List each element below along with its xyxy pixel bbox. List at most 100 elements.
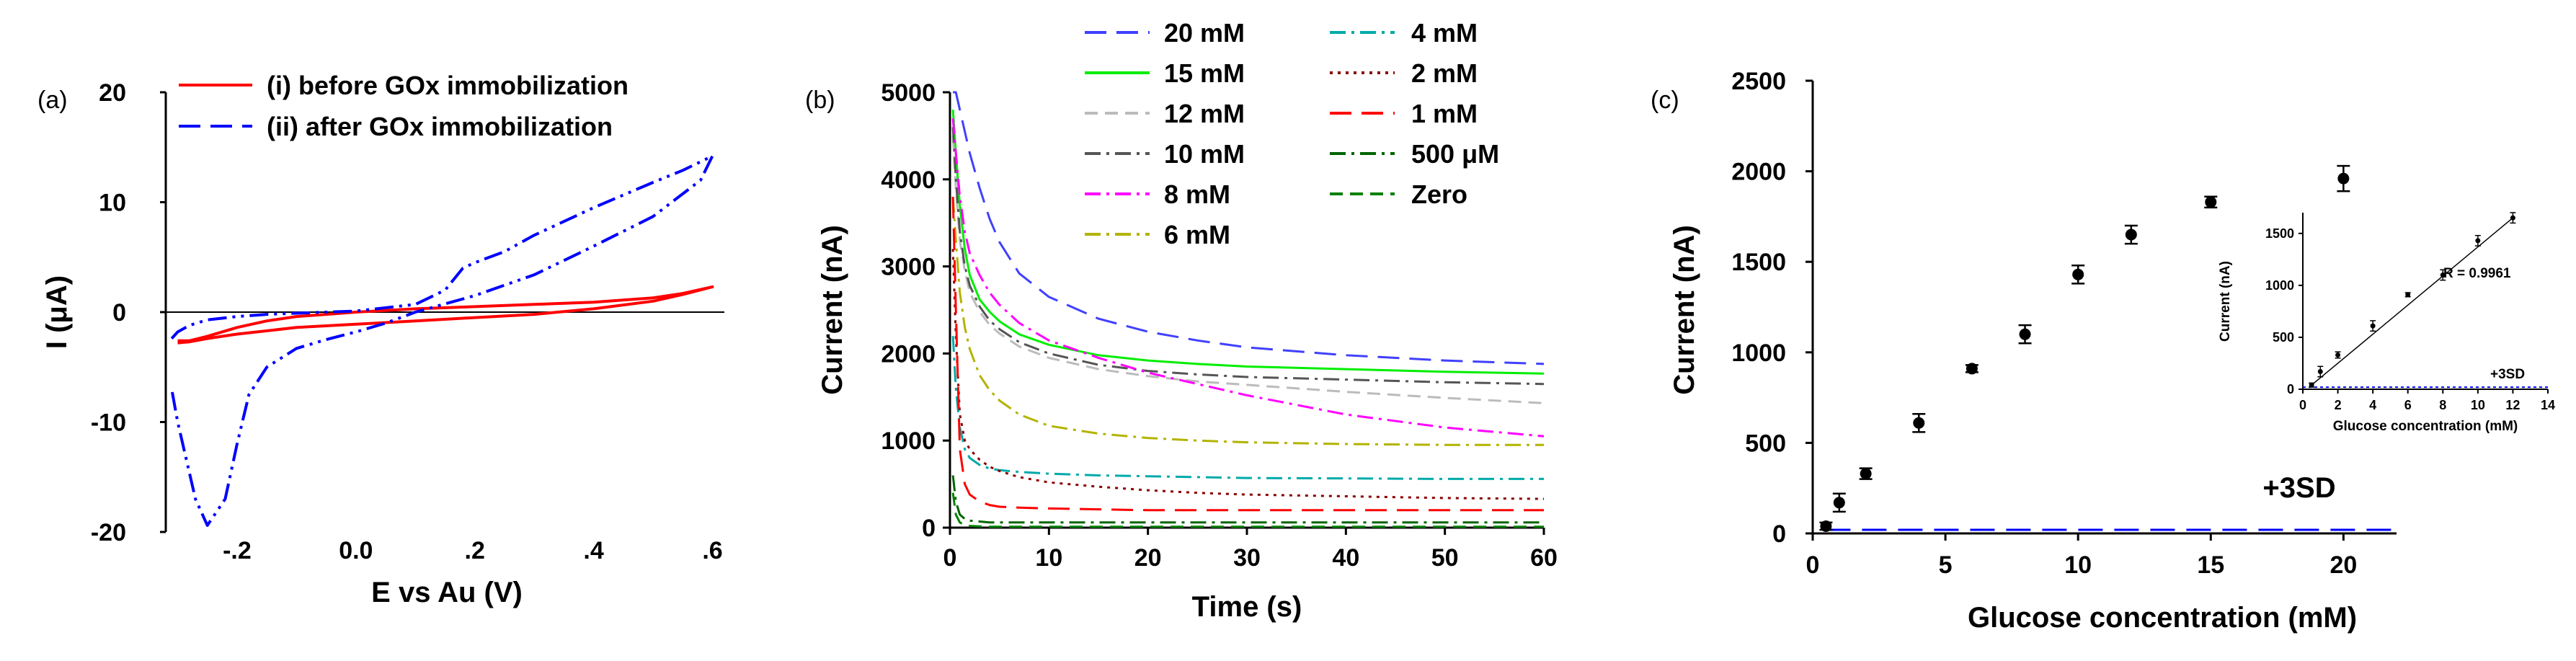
panel-b-legend-label-10-mm: 10 mM bbox=[1164, 139, 1245, 169]
panel-a-legend: (i) before GOx immobilization (ii) after… bbox=[179, 71, 629, 141]
panel-a-y-tick-label: -10 bbox=[91, 409, 126, 437]
inset-x-tick-label: 12 bbox=[2505, 398, 2520, 412]
panel-b-y-ticks: 0 1000 2000 3000 4000 5000 bbox=[881, 79, 950, 542]
inset-reference-label: +3SD bbox=[2490, 367, 2525, 382]
panel-a-y-ticks: -20 -10 0 10 20 bbox=[91, 79, 166, 546]
panel-b-series-line-4-mm bbox=[951, 336, 1544, 480]
panel-b-legend-label-4-mm: 4 mM bbox=[1411, 18, 1478, 48]
panel-b-series-line-6-mm bbox=[951, 196, 1544, 446]
inset-data-point bbox=[2405, 292, 2411, 298]
panel-c-y-tick-label: 2500 bbox=[1731, 68, 1786, 95]
panel-b-x-tick-label: 0 bbox=[943, 544, 957, 572]
panel-a-x-ticks: -.2 0.0 .2 .4 .6 bbox=[223, 537, 723, 564]
inset-data-point bbox=[2309, 382, 2314, 388]
panel-c-y-tick-label: 1500 bbox=[1731, 249, 1786, 276]
inset-y-tick-label: 0 bbox=[2287, 382, 2294, 396]
panel-c-y-axis-label: Current (nA) bbox=[1669, 225, 1700, 395]
inset-y-tick-label: 500 bbox=[2273, 330, 2294, 345]
panel-c-x-tick-label: 15 bbox=[2197, 551, 2224, 579]
panel-c-x-tick-label: 20 bbox=[2329, 551, 2357, 579]
panel-c-x-axis-label: Glucose concentration (mM) bbox=[1968, 602, 2357, 634]
panel-b-series bbox=[951, 91, 1545, 528]
panel-c-y-tick-label: 1000 bbox=[1731, 340, 1786, 367]
panel-b-y-tick-label: 5000 bbox=[881, 79, 936, 107]
panel-c-data-point bbox=[1860, 468, 1872, 480]
inset-data-point bbox=[2335, 352, 2341, 358]
panel-a-series bbox=[170, 154, 714, 527]
panel-b-legend-label-8-mm: 8 mM bbox=[1164, 179, 1230, 209]
panel-b-series-line-15-mm bbox=[951, 110, 1545, 375]
panel-a-series-line-i bbox=[177, 285, 714, 345]
inset-data-point bbox=[2317, 369, 2323, 374]
inset-data-point bbox=[2370, 323, 2376, 329]
inset-y-tick-label: 1000 bbox=[2265, 278, 2294, 293]
panel-b-series-line-8-mm bbox=[951, 118, 1545, 438]
panel-c-data-point bbox=[2337, 172, 2350, 185]
panel-b-legend-label-2-mm: 2 mM bbox=[1411, 58, 1478, 88]
panel-b-series-line-2-mm bbox=[951, 249, 1545, 500]
panel-a-x-tick-label: .4 bbox=[583, 537, 603, 564]
panel-a-x-tick-label: .2 bbox=[465, 537, 485, 564]
panel-c-reference-label: +3SD bbox=[2262, 472, 2335, 504]
panel-b-y-tick-label: 1000 bbox=[881, 427, 936, 455]
panel-b-x-tick-label: 10 bbox=[1035, 544, 1062, 572]
panel-c-x-tick-label: 5 bbox=[1939, 551, 1953, 579]
inset-data-point bbox=[2475, 238, 2481, 244]
panel-c-x-ticks: 0 5 10 15 20 bbox=[1806, 533, 2357, 579]
panel-b-series-line-20-mm bbox=[953, 91, 1545, 365]
inset-x-tick-label: 10 bbox=[2471, 398, 2485, 412]
panel-a-legend-label-ii: (ii) after GOx immobilization bbox=[267, 112, 613, 141]
panel-a-legend-label-i: (i) before GOx immobilization bbox=[267, 71, 629, 100]
inset-x-axis-label: Glucose concentration (mM) bbox=[2333, 419, 2518, 434]
panel-a-y-tick-label: 0 bbox=[112, 299, 126, 327]
panel-b-x-tick-label: 50 bbox=[1431, 544, 1459, 572]
inset-data-point bbox=[2440, 272, 2446, 278]
panel-b-legend-label-zero: Zero bbox=[1411, 179, 1467, 209]
panel-b-y-tick-label: 3000 bbox=[881, 254, 936, 281]
inset-x-tick-label: 2 bbox=[2335, 398, 2342, 412]
panel-b-series-line-1-mm bbox=[951, 196, 1544, 512]
panel-c-y-ticks: 0 500 1000 1500 2000 2500 bbox=[1731, 68, 1813, 548]
panel-b-label: (b) bbox=[805, 86, 835, 114]
panel-c-data-point bbox=[1966, 363, 1978, 375]
inset-x-tick-label: 14 bbox=[2541, 398, 2555, 412]
panel-b-x-tick-label: 40 bbox=[1332, 544, 1359, 572]
panel-c-data-point bbox=[2072, 268, 2084, 280]
panel-c-x-tick-label: 10 bbox=[2064, 551, 2092, 579]
panel-b-x-tick-label: 60 bbox=[1530, 544, 1558, 572]
panel-c-data-point bbox=[2019, 328, 2031, 340]
panel-b-legend-label-15-mm: 15 mM bbox=[1164, 58, 1245, 88]
panel-c-data-point bbox=[2125, 229, 2137, 241]
panel-a-y-axis-label: I (μA) bbox=[41, 275, 73, 349]
panel-c-data-point bbox=[2205, 196, 2217, 208]
inset-data-points bbox=[2309, 212, 2516, 388]
panel-b-series-line-10-mm bbox=[951, 127, 1545, 386]
inset-fit-line-path bbox=[2311, 217, 2513, 386]
panel-a-series-line-ii bbox=[170, 154, 714, 527]
inset-annotation: R = 0.9961 bbox=[2443, 266, 2511, 281]
panel-b-y-tick-label: 0 bbox=[922, 515, 936, 542]
inset-y-tick-label: 1500 bbox=[2265, 226, 2294, 241]
inset-x-tick-label: 0 bbox=[2299, 398, 2306, 412]
inset-x-tick-label: 6 bbox=[2404, 398, 2412, 412]
panel-a-y-tick-label: 10 bbox=[99, 190, 126, 217]
panel-b-legend-label-20-mm: 20 mM bbox=[1164, 18, 1245, 48]
panel-b-series-line-12-mm bbox=[951, 136, 1545, 404]
panel-c-x-tick-label: 0 bbox=[1806, 551, 1820, 579]
panel-a-x-tick-label: -.2 bbox=[223, 537, 252, 564]
panel-b-amperometric-response: (b) 0 10 20 30 40 50 60 010002000300040005000 … bbox=[805, 18, 1558, 623]
panel-a-label: (a) bbox=[37, 86, 68, 114]
panel-a-x-axis-label: E vs Au (V) bbox=[371, 577, 523, 608]
panel-b-legend-label-500-m: 500 μM bbox=[1411, 139, 1499, 169]
panel-c-data-points bbox=[1819, 164, 2350, 532]
inset-fit-line bbox=[2311, 217, 2513, 386]
inset-x-tick-label: 4 bbox=[2369, 398, 2376, 412]
panel-a-y-tick-label: 20 bbox=[99, 79, 126, 107]
panel-b-y-tick-label: 2000 bbox=[881, 340, 936, 368]
panel-b-legend: 20 mM 15 mM 12 mM 10 mM 8 mM 6 mM 4 mM 2 mM 1 mM… bbox=[1085, 18, 1499, 249]
panel-b-legend-label-12-mm: 12 mM bbox=[1164, 99, 1245, 128]
panel-c-label: (c) bbox=[1651, 86, 1679, 114]
panel-b-series-line-500-m bbox=[951, 475, 1544, 524]
